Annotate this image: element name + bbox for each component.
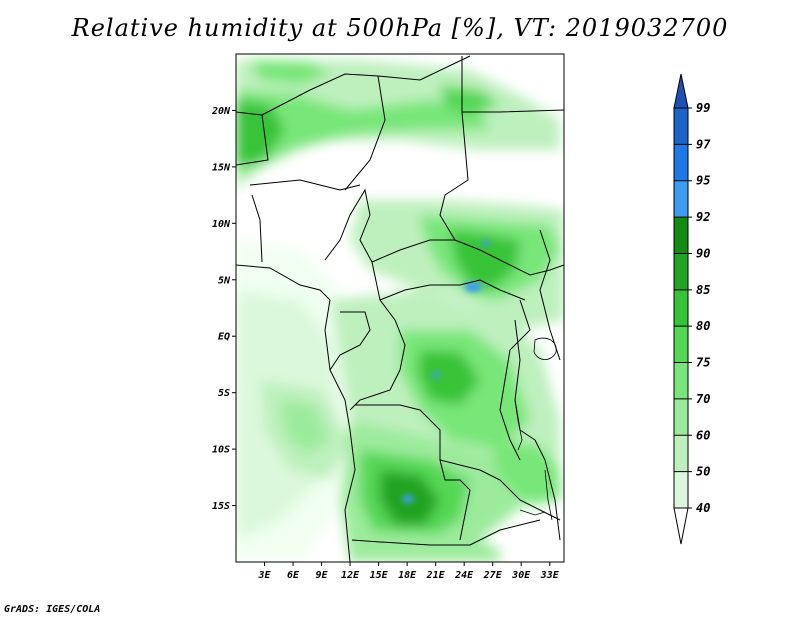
humidity-patch-70-south bbox=[350, 530, 500, 562]
lon-tick-label: 21E bbox=[426, 570, 446, 581]
colorbar-label: 60 bbox=[696, 428, 710, 442]
lat-tick-label: 15S bbox=[212, 501, 230, 512]
border-tanzania bbox=[534, 439, 561, 541]
lon-tick-label: 18E bbox=[398, 570, 417, 581]
lon-tick-label: 27E bbox=[483, 570, 503, 581]
credit-label: GrADS: IGES/COLA bbox=[4, 604, 101, 615]
colorbar-label: 90 bbox=[696, 246, 710, 260]
humidity-patch-75-nnw bbox=[250, 60, 330, 85]
lake-kariba bbox=[519, 509, 546, 516]
border-niger-mali bbox=[236, 111, 269, 166]
border-namibia-botswana bbox=[430, 519, 541, 546]
lon-tick-label: 33E bbox=[540, 570, 560, 581]
lon-tick-label: 9E bbox=[316, 570, 329, 581]
colorbar-label: 95 bbox=[696, 174, 710, 188]
humidity-patch-95-c bbox=[402, 495, 414, 503]
lon-tick-label: 12E bbox=[341, 570, 360, 581]
colorbar-label: 75 bbox=[696, 356, 710, 370]
lon-tick-label: 30E bbox=[511, 570, 531, 581]
colorbar-segment-8 bbox=[674, 398, 688, 436]
lat-tick-label: 5N bbox=[218, 275, 231, 286]
colorbar-label: 80 bbox=[696, 319, 710, 333]
colorbar-segment-9 bbox=[674, 435, 688, 472]
humidity-patch-85-nw bbox=[236, 100, 285, 165]
border-west-nigeria bbox=[251, 194, 263, 263]
colorbar-segment-4 bbox=[674, 253, 688, 290]
lat-tick-label: 5S bbox=[218, 388, 230, 399]
border-chad-sudan bbox=[439, 111, 469, 241]
border-nigeria-cameroon bbox=[324, 188, 373, 263]
border-angola-namibia bbox=[351, 539, 431, 546]
border-niger-nigeria bbox=[249, 179, 361, 191]
colorbar-segment-3 bbox=[674, 217, 688, 254]
humidity-patch-95-b bbox=[482, 240, 490, 246]
colorbar-segment-7 bbox=[674, 362, 688, 399]
lake-victoria bbox=[533, 337, 557, 360]
humidity-patch-95-d bbox=[432, 372, 440, 378]
colorbar-bottom-arrow bbox=[673, 507, 689, 545]
border-car-north bbox=[371, 239, 455, 263]
lake-tanganyika bbox=[514, 399, 523, 451]
humidity-patch-95-a bbox=[464, 282, 482, 292]
latitude-axis: 20N 15N 10N 5N EQ 5S 10S 15S bbox=[211, 106, 236, 512]
humidity-patch-75-north bbox=[236, 90, 490, 175]
humidity-field bbox=[236, 54, 564, 562]
colorbar-segment-1 bbox=[674, 144, 688, 181]
border-southsudan bbox=[454, 239, 564, 276]
map-title: Relative humidity at 500hPa [%], VT: 201… bbox=[71, 14, 729, 42]
lon-tick-label: 6E bbox=[287, 570, 300, 581]
colorbar-segment-5 bbox=[674, 289, 688, 327]
colorbar-segment-6 bbox=[674, 326, 688, 363]
border-car-south bbox=[371, 261, 526, 301]
humidity-patch-80-ne bbox=[440, 85, 500, 115]
border-angola-zambia bbox=[439, 459, 471, 541]
colorbar-label: 97 bbox=[696, 137, 711, 151]
colorbar-top-arrow bbox=[673, 73, 689, 109]
humidity-patch-85-congo bbox=[418, 350, 480, 405]
border-chad-libya bbox=[377, 55, 471, 81]
lakes bbox=[514, 337, 557, 521]
border-congo-drc bbox=[349, 299, 406, 411]
border-drc-east bbox=[499, 299, 531, 461]
lon-tick-label: 15E bbox=[370, 570, 389, 581]
colorbar-label: 40 bbox=[696, 501, 710, 515]
border-sudan-north bbox=[461, 56, 564, 113]
border-coast-west-africa bbox=[236, 264, 331, 301]
country-borders bbox=[236, 55, 564, 562]
border-east-horn bbox=[539, 229, 561, 361]
border-gabon-congo bbox=[329, 311, 371, 371]
longitude-axis: 3E 6E 9E 12E 15E 18E 21E 24E 27E 30E 33E bbox=[257, 562, 560, 581]
colorbar-label: 85 bbox=[696, 283, 710, 297]
border-zambia-south bbox=[479, 469, 561, 521]
lon-tick-label: 24E bbox=[454, 570, 474, 581]
border-coast-central bbox=[324, 299, 356, 562]
colorbar-segment-10 bbox=[674, 471, 688, 508]
humidity-patch-75-southeast bbox=[490, 440, 560, 505]
lat-tick-label: 10N bbox=[212, 219, 231, 230]
lat-tick-label: EQ bbox=[218, 332, 230, 343]
lat-tick-label: 10S bbox=[212, 445, 230, 456]
lat-tick-label: 15N bbox=[212, 162, 231, 173]
colorbar-label: 70 bbox=[696, 392, 710, 406]
lake-malawi bbox=[544, 469, 553, 521]
colorbar-segment-2 bbox=[674, 180, 688, 218]
colorbar-label: 99 bbox=[696, 101, 710, 115]
colorbar-segment-0 bbox=[674, 108, 688, 145]
colorbar: 99 97 95 92 90 85 80 75 70 60 50 40 bbox=[673, 73, 711, 545]
lon-tick-label: 3E bbox=[257, 570, 271, 581]
humidity-patch-70-atlantic bbox=[280, 400, 330, 455]
border-drc-angola bbox=[355, 404, 481, 471]
colorbar-label: 50 bbox=[696, 465, 710, 479]
map-frame bbox=[235, 53, 565, 563]
colorbar-label: 92 bbox=[696, 210, 710, 224]
lat-tick-label: 20N bbox=[211, 106, 231, 117]
